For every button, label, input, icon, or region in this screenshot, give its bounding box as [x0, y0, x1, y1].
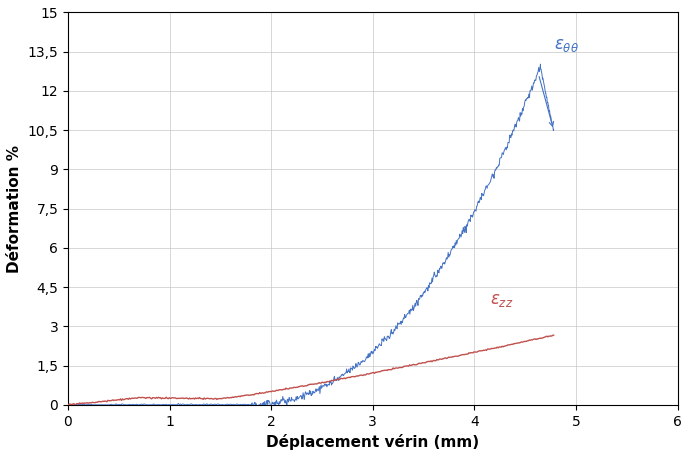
Text: $\varepsilon_{\theta\theta}$: $\varepsilon_{\theta\theta}$ — [554, 36, 579, 54]
X-axis label: Déplacement vérin (mm): Déplacement vérin (mm) — [266, 434, 480, 450]
Y-axis label: Déformation %: Déformation % — [7, 144, 22, 273]
Text: $\varepsilon_{zz}$: $\varepsilon_{zz}$ — [490, 291, 513, 309]
